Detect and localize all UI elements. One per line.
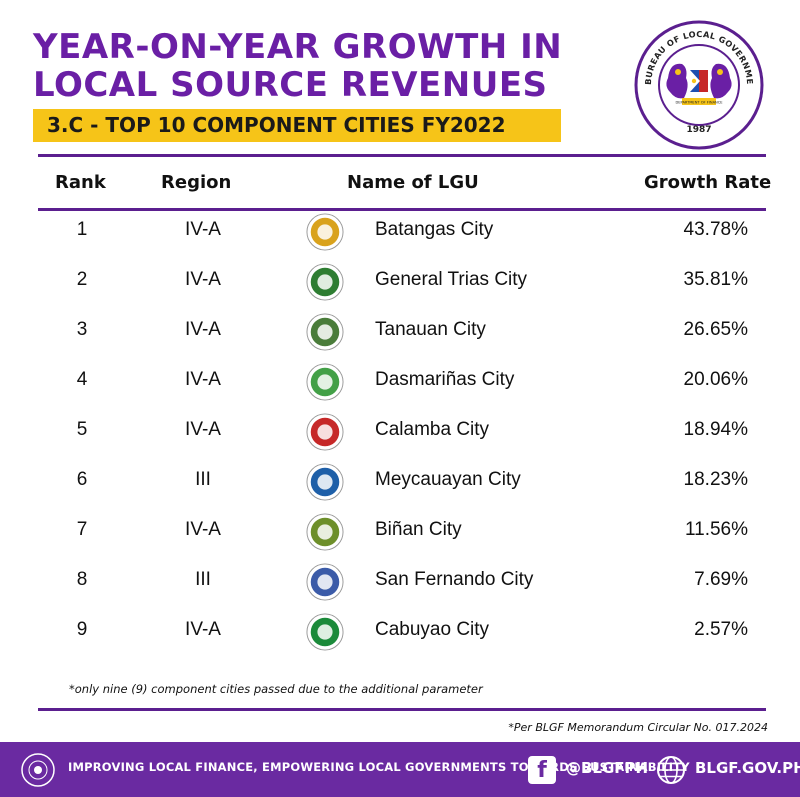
city-seal-icon	[306, 313, 344, 351]
region-cell: IV-A	[185, 269, 221, 290]
growth-rate-cell: 20.06%	[683, 369, 748, 390]
lgu-name-cell: Biñan City	[375, 519, 462, 540]
table-row: 1 IV-A Batangas City 43.78%	[0, 207, 800, 257]
lgu-name-cell: Cabuyao City	[375, 619, 490, 640]
footnote: *only nine (9) component cities passed d…	[69, 682, 483, 696]
seal-year: 1987	[686, 125, 711, 135]
growth-rate-cell: 26.65%	[683, 319, 748, 340]
lgu-name-cell: Batangas City	[375, 219, 494, 240]
region-cell: IV-A	[185, 619, 221, 640]
region-cell: III	[195, 469, 211, 490]
table-row: 8 III San Fernando City 7.69%	[0, 557, 800, 607]
lgu-name-cell: General Trias City	[375, 269, 528, 290]
blgf-seal-icon	[21, 753, 55, 787]
lgu-name-cell: San Fernando City	[375, 569, 534, 590]
table-body: 1 IV-A Batangas City 43.78% 2 IV-A Gener…	[0, 207, 800, 657]
rank-cell: 4	[76, 369, 88, 390]
memo-reference: *Per BLGF Memorandum Circular No. 017.20…	[508, 721, 768, 734]
seal-shield-icon	[690, 70, 708, 92]
column-header-rank: Rank	[55, 172, 106, 193]
rank-cell: 3	[76, 319, 88, 340]
rank-cell: 2	[76, 269, 88, 290]
city-seal-icon	[306, 213, 344, 251]
growth-rate-cell: 18.23%	[683, 469, 748, 490]
table-row: 2 IV-A General Trias City 35.81%	[0, 257, 800, 307]
city-seal-icon	[306, 613, 344, 651]
city-seal-icon	[306, 513, 344, 551]
facebook-icon[interactable]: f	[528, 756, 556, 784]
region-cell: IV-A	[185, 519, 221, 540]
seal-lion-left-icon	[666, 63, 688, 99]
lgu-name-cell: Tanauan City	[375, 319, 486, 340]
city-seal-icon	[306, 463, 344, 501]
table-row: 9 IV-A Cabuyao City 2.57%	[0, 607, 800, 657]
title-line-2: LOCAL SOURCE REVENUES	[33, 65, 548, 105]
rank-cell: 5	[76, 419, 88, 440]
growth-rate-cell: 43.78%	[683, 219, 748, 240]
column-header-region: Region	[161, 172, 232, 193]
table-row: 5 IV-A Calamba City 18.94%	[0, 407, 800, 457]
rank-cell: 1	[76, 219, 88, 240]
table-row: 6 III Meycauayan City 18.23%	[0, 457, 800, 507]
city-seal-icon	[306, 363, 344, 401]
seal-lion-right-icon	[710, 63, 732, 99]
column-header-name: Name of LGU	[347, 172, 479, 193]
lgu-name-cell: Meycauayan City	[375, 469, 521, 490]
growth-rate-cell: 11.56%	[684, 519, 748, 540]
seal-inner-text: DEPARTMENT OF FINANCE	[675, 101, 723, 105]
region-cell: III	[195, 569, 211, 590]
rank-cell: 9	[76, 619, 88, 640]
city-seal-icon	[306, 263, 344, 301]
rank-cell: 8	[76, 569, 88, 590]
region-cell: IV-A	[185, 369, 221, 390]
growth-rate-cell: 35.81%	[683, 269, 748, 290]
growth-rate-cell: 2.57%	[694, 619, 748, 640]
table-row: 4 IV-A Dasmariñas City 20.06%	[0, 357, 800, 407]
rank-cell: 7	[76, 519, 88, 540]
city-seal-icon	[306, 563, 344, 601]
lgu-name-cell: Calamba City	[375, 419, 490, 440]
subtitle-band: 3.C - TOP 10 COMPONENT CITIES FY2022	[33, 109, 561, 142]
region-cell: IV-A	[185, 219, 221, 240]
lgu-name-cell: Dasmariñas City	[375, 369, 515, 390]
table-top-rule	[38, 154, 766, 157]
social-handle-link[interactable]: @BLGFPH	[566, 759, 649, 777]
growth-rate-cell: 7.69%	[694, 569, 748, 590]
rank-cell: 6	[76, 469, 88, 490]
footer-bar: IMPROVING LOCAL FINANCE, EMPOWERING LOCA…	[0, 742, 800, 797]
website-link[interactable]: BLGF.GOV.PH	[695, 759, 800, 777]
region-cell: IV-A	[185, 419, 221, 440]
region-cell: IV-A	[185, 319, 221, 340]
title-line-1: YEAR-ON-YEAR GROWTH IN	[33, 27, 563, 67]
column-header-growth-rate: Growth Rate	[644, 172, 772, 193]
city-seal-icon	[306, 413, 344, 451]
table-row: 3 IV-A Tanauan City 26.65%	[0, 307, 800, 357]
table-bottom-rule	[38, 708, 766, 711]
globe-icon	[657, 756, 685, 784]
table-header-rule	[38, 208, 766, 211]
growth-rate-cell: 18.94%	[683, 419, 748, 440]
page-title: YEAR-ON-YEAR GROWTH IN LOCAL SOURCE REVE…	[33, 28, 593, 104]
blgf-seal-logo: BUREAU OF LOCAL GOVERNMENT FINANCE 1987 …	[634, 20, 764, 150]
table-row: 7 IV-A Biñan City 11.56%	[0, 507, 800, 557]
subtitle: 3.C - TOP 10 COMPONENT CITIES FY2022	[47, 113, 506, 137]
